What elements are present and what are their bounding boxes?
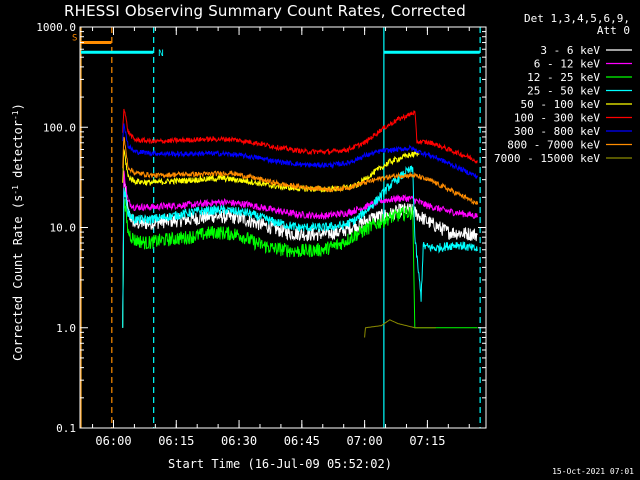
y-tick-label-4: 1000.0 [36,21,76,34]
x-tick-label-4: 07:00 [347,434,383,448]
series-line-6 [122,123,479,180]
x-tick-label-0: 06:00 [95,434,131,448]
series-line-8 [364,319,436,338]
legend-label-4: 50 - 100 keV [521,98,601,111]
series-line-3 [122,165,479,328]
legend-label-7: 800 - 7000 keV [507,139,600,152]
series-line-0 [122,177,478,328]
generation-timestamp: 15-Oct-2021 07:01 [552,467,634,476]
x-tick-label-5: 07:15 [409,434,445,448]
y-tick-label-0: 0.1 [56,422,76,435]
axes: 0.1 1.0 10.0 100.0 1000.0 06:00 06:15 06:30 06:4… [36,21,486,448]
marker-label-1: N [158,49,163,59]
marker-label-0: S [72,34,77,44]
chart-title: RHESSI Observing Summary Count Rates, Co… [64,2,467,20]
x-axis-label: Start Time (16-Jul-09 05:52:02) [168,457,392,471]
x-tick-label-3: 06:45 [284,434,320,448]
legend-label-3: 25 - 50 keV [527,85,600,98]
series-line-4 [122,149,420,193]
series-line-7 [122,136,479,205]
series-group [122,108,479,338]
legend-label-8: 7000 - 15000 keV [494,152,600,165]
legend-header-0: Det 1,3,4,5,6,9, [524,12,630,25]
x-tick-label-1: 06:15 [158,434,194,448]
y-tick-label-3: 100.0 [43,121,76,134]
x-tick-label-2: 06:30 [221,434,257,448]
legend-label-6: 300 - 800 keV [514,125,600,138]
y-axis-label: Corrected Count Rate (s-1 detector-1) [11,103,26,361]
legend-label-1: 6 - 12 keV [534,58,601,71]
legend-header-1: Att 0 [597,24,630,37]
legend-label-2: 12 - 25 keV [527,71,600,84]
legend-label-5: 100 - 300 keV [514,112,600,125]
y-tick-label-2: 10.0 [50,222,77,235]
series-line-1 [122,170,479,328]
series-line-5 [122,108,478,164]
legend-label-0: 3 - 6 keV [540,44,600,57]
y-tick-label-1: 1.0 [56,322,76,335]
attenuator-markers: SN [72,34,480,59]
